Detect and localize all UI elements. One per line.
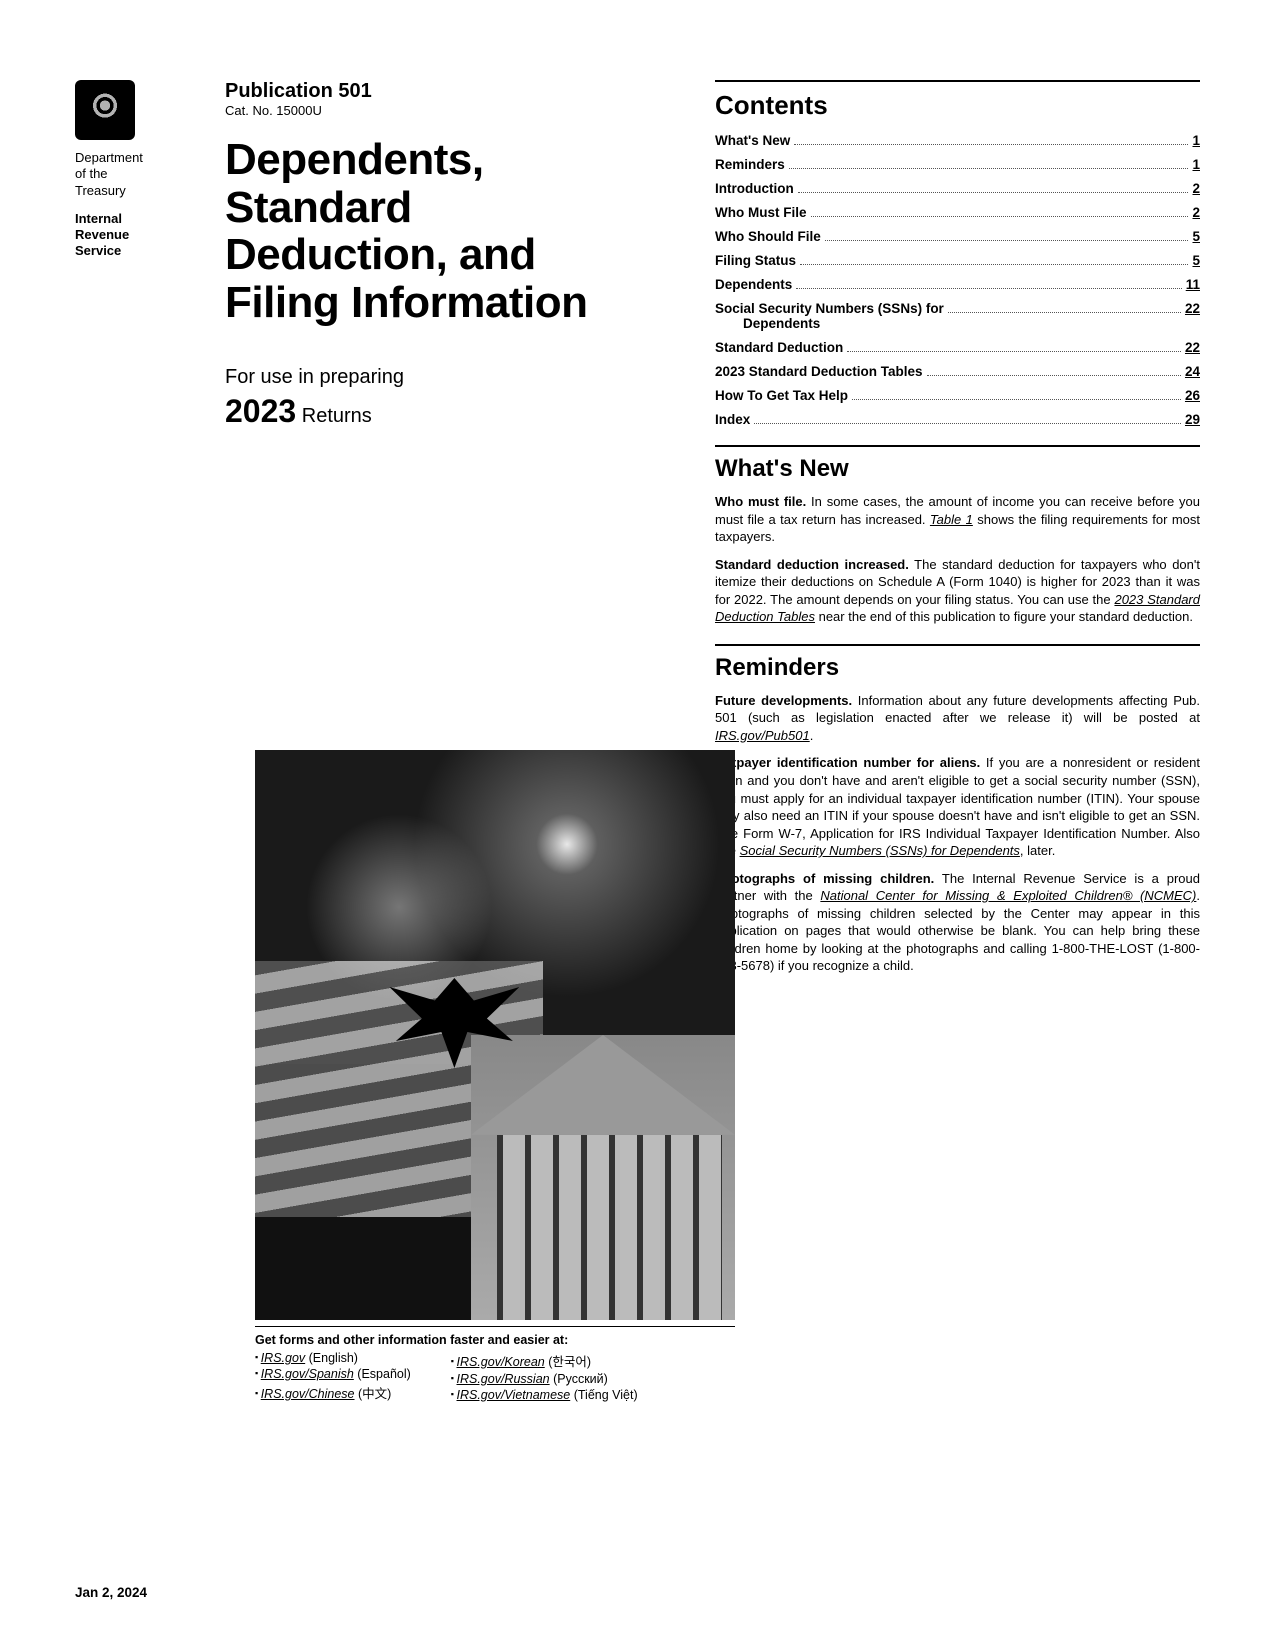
toc-row[interactable]: Social Security Numbers (SSNs) forDepend…	[715, 301, 1200, 331]
toc-row[interactable]: 2023 Standard Deduction Tables 24	[715, 364, 1200, 379]
toc-dots	[825, 240, 1189, 241]
forms-links: IRS.gov (English) IRS.gov/Spanish (Españo…	[255, 1351, 735, 1404]
year-line: 2023 Returns	[225, 393, 645, 430]
toc-label: Dependents	[715, 277, 792, 292]
toc-label: 2023 Standard Deduction Tables	[715, 364, 923, 379]
toc-dots	[847, 351, 1181, 352]
forms-link-item[interactable]: IRS.gov/Russian (Pусский)	[451, 1372, 638, 1386]
forms-link-item[interactable]: IRS.gov/Vietnamese (Tiếng Việt)	[451, 1388, 638, 1402]
irs-eagle-logo-icon	[75, 80, 135, 140]
toc-label: Introduction	[715, 181, 794, 196]
whats-new-para-1: Who must file. In some cases, the amount…	[715, 493, 1200, 546]
reminders-para-2: Taxpayer identification number for alien…	[715, 754, 1200, 859]
toc-row[interactable]: What's New 1	[715, 133, 1200, 148]
toc-page: 1	[1192, 157, 1200, 172]
toc-row[interactable]: Standard Deduction 22	[715, 340, 1200, 355]
forms-link-item[interactable]: IRS.gov (English)	[255, 1351, 411, 1365]
toc-dots	[852, 399, 1181, 400]
reminders-para-3: Photographs of missing children. The Int…	[715, 870, 1200, 975]
contents-heading: Contents	[715, 90, 1200, 121]
toc-page: 22	[1185, 301, 1200, 316]
divider	[715, 445, 1200, 447]
reminders-heading: Reminders	[715, 654, 1200, 682]
department-label: Department of the Treasury	[75, 150, 195, 199]
toc-dots	[798, 192, 1189, 193]
toc-label: Reminders	[715, 157, 785, 172]
table-1-link[interactable]: Table 1	[930, 512, 973, 527]
toc-row[interactable]: Dependents 11	[715, 277, 1200, 292]
toc-page: 5	[1192, 253, 1200, 268]
toc-dots	[948, 312, 1181, 313]
toc-label: Index	[715, 412, 750, 427]
toc-page: 2	[1192, 181, 1200, 196]
toc-page: 5	[1192, 229, 1200, 244]
pub501-link[interactable]: IRS.gov/Pub501	[715, 728, 810, 743]
toc-label: What's New	[715, 133, 790, 148]
toc-page: 24	[1185, 364, 1200, 379]
toc-label: Filing Status	[715, 253, 796, 268]
toc-dots	[789, 168, 1189, 169]
toc-page: 11	[1186, 277, 1200, 292]
toc-page: 29	[1185, 412, 1200, 427]
toc-label: Standard Deduction	[715, 340, 843, 355]
prepare-text: For use in preparing	[225, 366, 645, 389]
toc-dots	[800, 264, 1188, 265]
irs-label: Internal Revenue Service	[75, 211, 195, 260]
toc-page: 26	[1185, 388, 1200, 403]
toc-row[interactable]: Introduction 2	[715, 181, 1200, 196]
toc-row[interactable]: Reminders 1	[715, 157, 1200, 172]
forms-header: Get forms and other information faster a…	[255, 1333, 735, 1347]
toc-row[interactable]: How To Get Tax Help 26	[715, 388, 1200, 403]
toc-label: Who Should File	[715, 229, 821, 244]
ncmec-link[interactable]: National Center for Missing & Exploited …	[820, 888, 1196, 903]
cover-illustration	[255, 750, 735, 1320]
forms-link-item[interactable]: IRS.gov/Korean (한국어)	[451, 1351, 638, 1370]
toc-row[interactable]: Index 29	[715, 412, 1200, 427]
toc-row[interactable]: Who Must File 2	[715, 205, 1200, 220]
forms-info-box: Get forms and other information faster a…	[255, 1326, 735, 1404]
cover-image-block: Get forms and other information faster a…	[255, 750, 735, 1404]
right-column: Contents What's New 1 Reminders 1 Introducti…	[715, 80, 1200, 985]
toc-page: 1	[1192, 133, 1200, 148]
footer-date: Jan 2, 2024	[75, 1585, 147, 1600]
divider	[715, 644, 1200, 646]
toc-dots	[754, 423, 1181, 424]
toc-page: 22	[1185, 340, 1200, 355]
ssn-dependents-link[interactable]: Social Security Numbers (SSNs) for Depen…	[740, 843, 1020, 858]
toc-page: 2	[1192, 205, 1200, 220]
toc-label: How To Get Tax Help	[715, 388, 848, 403]
toc-dots	[796, 288, 1181, 289]
building-graphic	[471, 1035, 735, 1320]
forms-link-item[interactable]: IRS.gov/Chinese (中文)	[255, 1383, 411, 1402]
table-of-contents: What's New1Reminders1Introduction2Who Mu…	[715, 133, 1200, 427]
toc-label: Social Security Numbers (SSNs) forDepend…	[715, 301, 944, 331]
reminders-para-1: Future developments. Information about a…	[715, 692, 1200, 745]
document-title: Dependents, Standard Deduction, and Fili…	[225, 136, 645, 326]
divider	[715, 80, 1200, 82]
toc-row[interactable]: Filing Status 5	[715, 253, 1200, 268]
publication-number: Publication 501	[225, 80, 645, 103]
forms-link-item[interactable]: IRS.gov/Spanish (Español)	[255, 1367, 411, 1381]
whats-new-para-2: Standard deduction increased. The standa…	[715, 556, 1200, 626]
toc-dots	[811, 216, 1189, 217]
agency-column: Department of the Treasury Internal Reve…	[75, 80, 195, 985]
catalog-number: Cat. No. 15000U	[225, 103, 645, 118]
whats-new-heading: What's New	[715, 455, 1200, 483]
toc-dots	[794, 144, 1188, 145]
toc-dots	[927, 375, 1181, 376]
toc-row[interactable]: Who Should File 5	[715, 229, 1200, 244]
toc-label: Who Must File	[715, 205, 807, 220]
